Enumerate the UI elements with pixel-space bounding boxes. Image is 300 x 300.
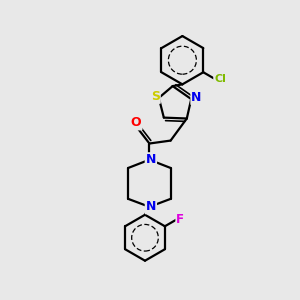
Text: N: N (146, 153, 156, 166)
Text: N: N (146, 200, 156, 213)
Text: F: F (176, 213, 184, 226)
Text: O: O (131, 116, 142, 129)
Text: S: S (151, 90, 160, 103)
Text: N: N (191, 91, 202, 104)
Text: Cl: Cl (214, 74, 226, 84)
